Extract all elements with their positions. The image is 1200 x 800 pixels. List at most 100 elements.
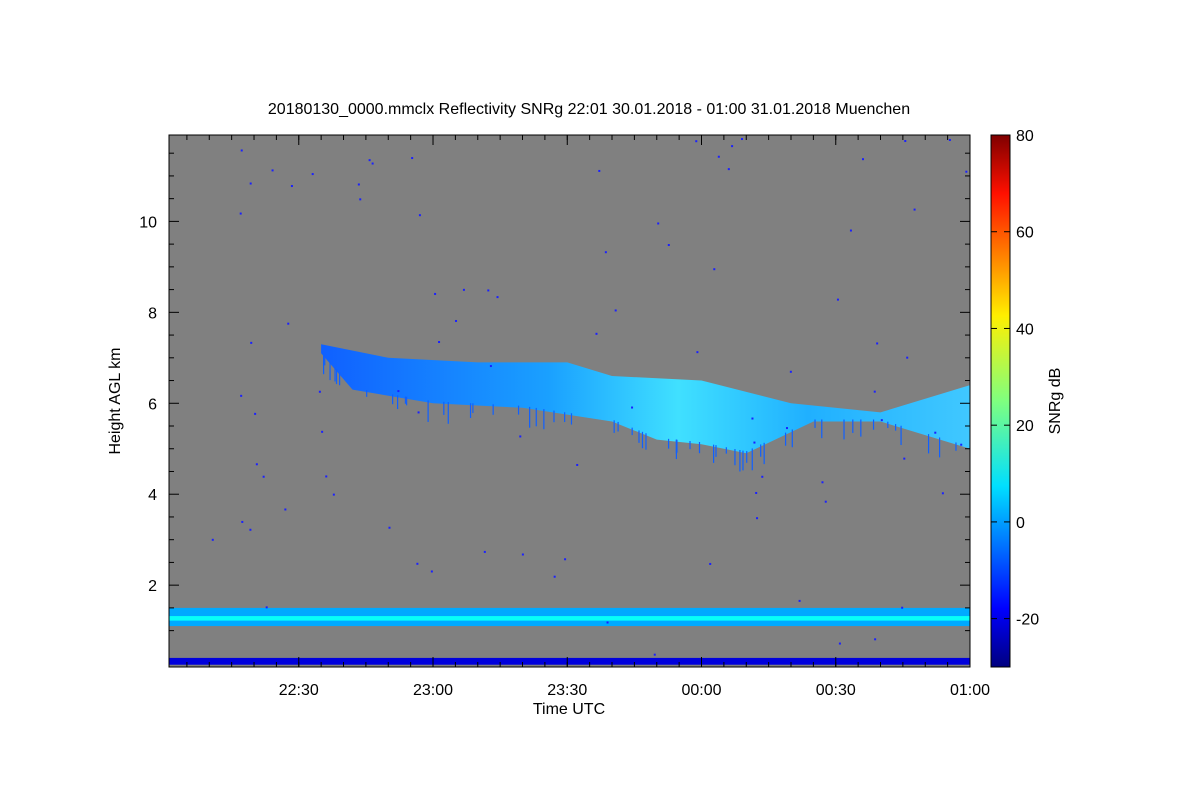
colorbar-tick-label-2: 20 bbox=[1016, 418, 1034, 435]
y-tick-label-1: 4 bbox=[148, 487, 157, 504]
colorbar-label: SNRg dB bbox=[1047, 368, 1064, 435]
noise-specks bbox=[211, 138, 968, 656]
noise-speck bbox=[284, 508, 287, 511]
noise-speck bbox=[941, 492, 944, 495]
noise-speck bbox=[462, 288, 465, 291]
noise-speck bbox=[416, 562, 419, 565]
y-tick-label-4: 10 bbox=[139, 214, 157, 231]
noise-speck bbox=[239, 212, 242, 215]
noise-speck bbox=[519, 435, 522, 438]
noise-speck bbox=[836, 298, 839, 301]
noise-speck bbox=[821, 481, 824, 484]
noise-speck bbox=[368, 159, 371, 162]
noise-speck bbox=[430, 570, 433, 573]
noise-speck bbox=[211, 538, 214, 541]
noise-speck bbox=[325, 475, 328, 478]
noise-speck bbox=[614, 309, 617, 312]
noise-speck bbox=[880, 419, 883, 422]
x-tick-label-4: 00:30 bbox=[816, 682, 856, 699]
colorbar bbox=[990, 134, 1011, 668]
noise-speck bbox=[417, 411, 420, 414]
noise-speck bbox=[838, 642, 841, 645]
noise-speck bbox=[598, 169, 601, 172]
colorbar-ticks: -20 0 20 40 60 80 bbox=[991, 128, 1039, 629]
noise-speck bbox=[595, 332, 598, 335]
noise-speck bbox=[496, 296, 499, 299]
noise-speck bbox=[740, 138, 743, 141]
noise-speck bbox=[876, 342, 879, 345]
noise-speck bbox=[265, 606, 268, 609]
colorbar-tick-label-4: 60 bbox=[1016, 225, 1034, 242]
noise-speck bbox=[271, 169, 274, 172]
colorbar-tick-label-1: 0 bbox=[1016, 515, 1025, 532]
noise-speck bbox=[824, 500, 827, 503]
noise-speck bbox=[604, 251, 607, 254]
colorbar-tick-label-5: 80 bbox=[1016, 128, 1034, 145]
noise-speck bbox=[727, 168, 730, 171]
noise-speck bbox=[717, 155, 720, 158]
x-tick-label-1: 23:00 bbox=[413, 682, 453, 699]
noise-speck bbox=[255, 463, 258, 466]
noise-speck bbox=[250, 341, 253, 344]
noise-speck bbox=[713, 268, 716, 271]
noise-speck bbox=[755, 491, 758, 494]
noise-speck bbox=[287, 322, 290, 325]
noise-speck bbox=[262, 475, 265, 478]
radar-echoes bbox=[169, 344, 970, 665]
noise-speck bbox=[696, 351, 699, 354]
noise-speck bbox=[318, 390, 321, 393]
noise-speck bbox=[359, 198, 362, 201]
noise-speck bbox=[901, 606, 904, 609]
feature-0 bbox=[321, 344, 970, 454]
noise-speck bbox=[709, 562, 712, 565]
noise-speck bbox=[483, 550, 486, 553]
noise-speck bbox=[861, 158, 864, 161]
axis-ticks: 22:30 23:00 23:30 00:00 00:30 01:00 2 4 6 8 10 bbox=[139, 135, 990, 699]
noise-speck bbox=[290, 185, 293, 188]
noise-speck bbox=[254, 412, 257, 415]
noise-speck bbox=[564, 558, 567, 561]
x-tick-label-5: 01:00 bbox=[950, 682, 990, 699]
noise-speck bbox=[874, 638, 877, 641]
noise-speck bbox=[606, 621, 609, 624]
noise-speck bbox=[489, 365, 492, 368]
noise-speck bbox=[455, 319, 458, 322]
noise-speck bbox=[241, 520, 244, 523]
noise-speck bbox=[321, 430, 324, 433]
noise-speck bbox=[521, 553, 524, 556]
noise-speck bbox=[903, 457, 906, 460]
x-tick-label-2: 23:30 bbox=[547, 682, 587, 699]
noise-speck bbox=[388, 526, 391, 529]
noise-speck bbox=[695, 140, 698, 143]
noise-speck bbox=[434, 292, 437, 295]
noise-speck bbox=[667, 244, 670, 247]
x-axis-label: Time UTC bbox=[533, 701, 605, 718]
noise-speck bbox=[240, 394, 243, 397]
chart-title: 20180130_0000.mmclx Reflectivity SNRg 22… bbox=[268, 101, 910, 118]
noise-speck bbox=[249, 182, 252, 185]
noise-speck bbox=[411, 157, 414, 160]
noise-speck bbox=[357, 183, 360, 186]
noise-speck bbox=[906, 356, 909, 359]
noise-speck bbox=[965, 170, 968, 173]
noise-speck bbox=[960, 443, 963, 446]
noise-speck bbox=[653, 653, 656, 656]
y-tick-label-2: 6 bbox=[148, 396, 157, 413]
noise-speck bbox=[789, 370, 792, 373]
noise-speck bbox=[371, 162, 374, 165]
noise-speck bbox=[418, 214, 421, 217]
feature-core-1 bbox=[169, 616, 970, 621]
plot-frame bbox=[168, 134, 971, 668]
y-tick-label-0: 2 bbox=[148, 578, 157, 595]
noise-speck bbox=[311, 173, 314, 176]
y-tick-label-3: 8 bbox=[148, 305, 157, 322]
feature-2 bbox=[169, 657, 970, 665]
noise-speck bbox=[761, 475, 764, 478]
noise-speck bbox=[487, 289, 490, 292]
noise-speck bbox=[438, 341, 441, 344]
noise-speck bbox=[553, 575, 556, 578]
noise-speck bbox=[576, 463, 579, 466]
noise-speck bbox=[904, 140, 907, 143]
noise-speck bbox=[249, 528, 252, 531]
